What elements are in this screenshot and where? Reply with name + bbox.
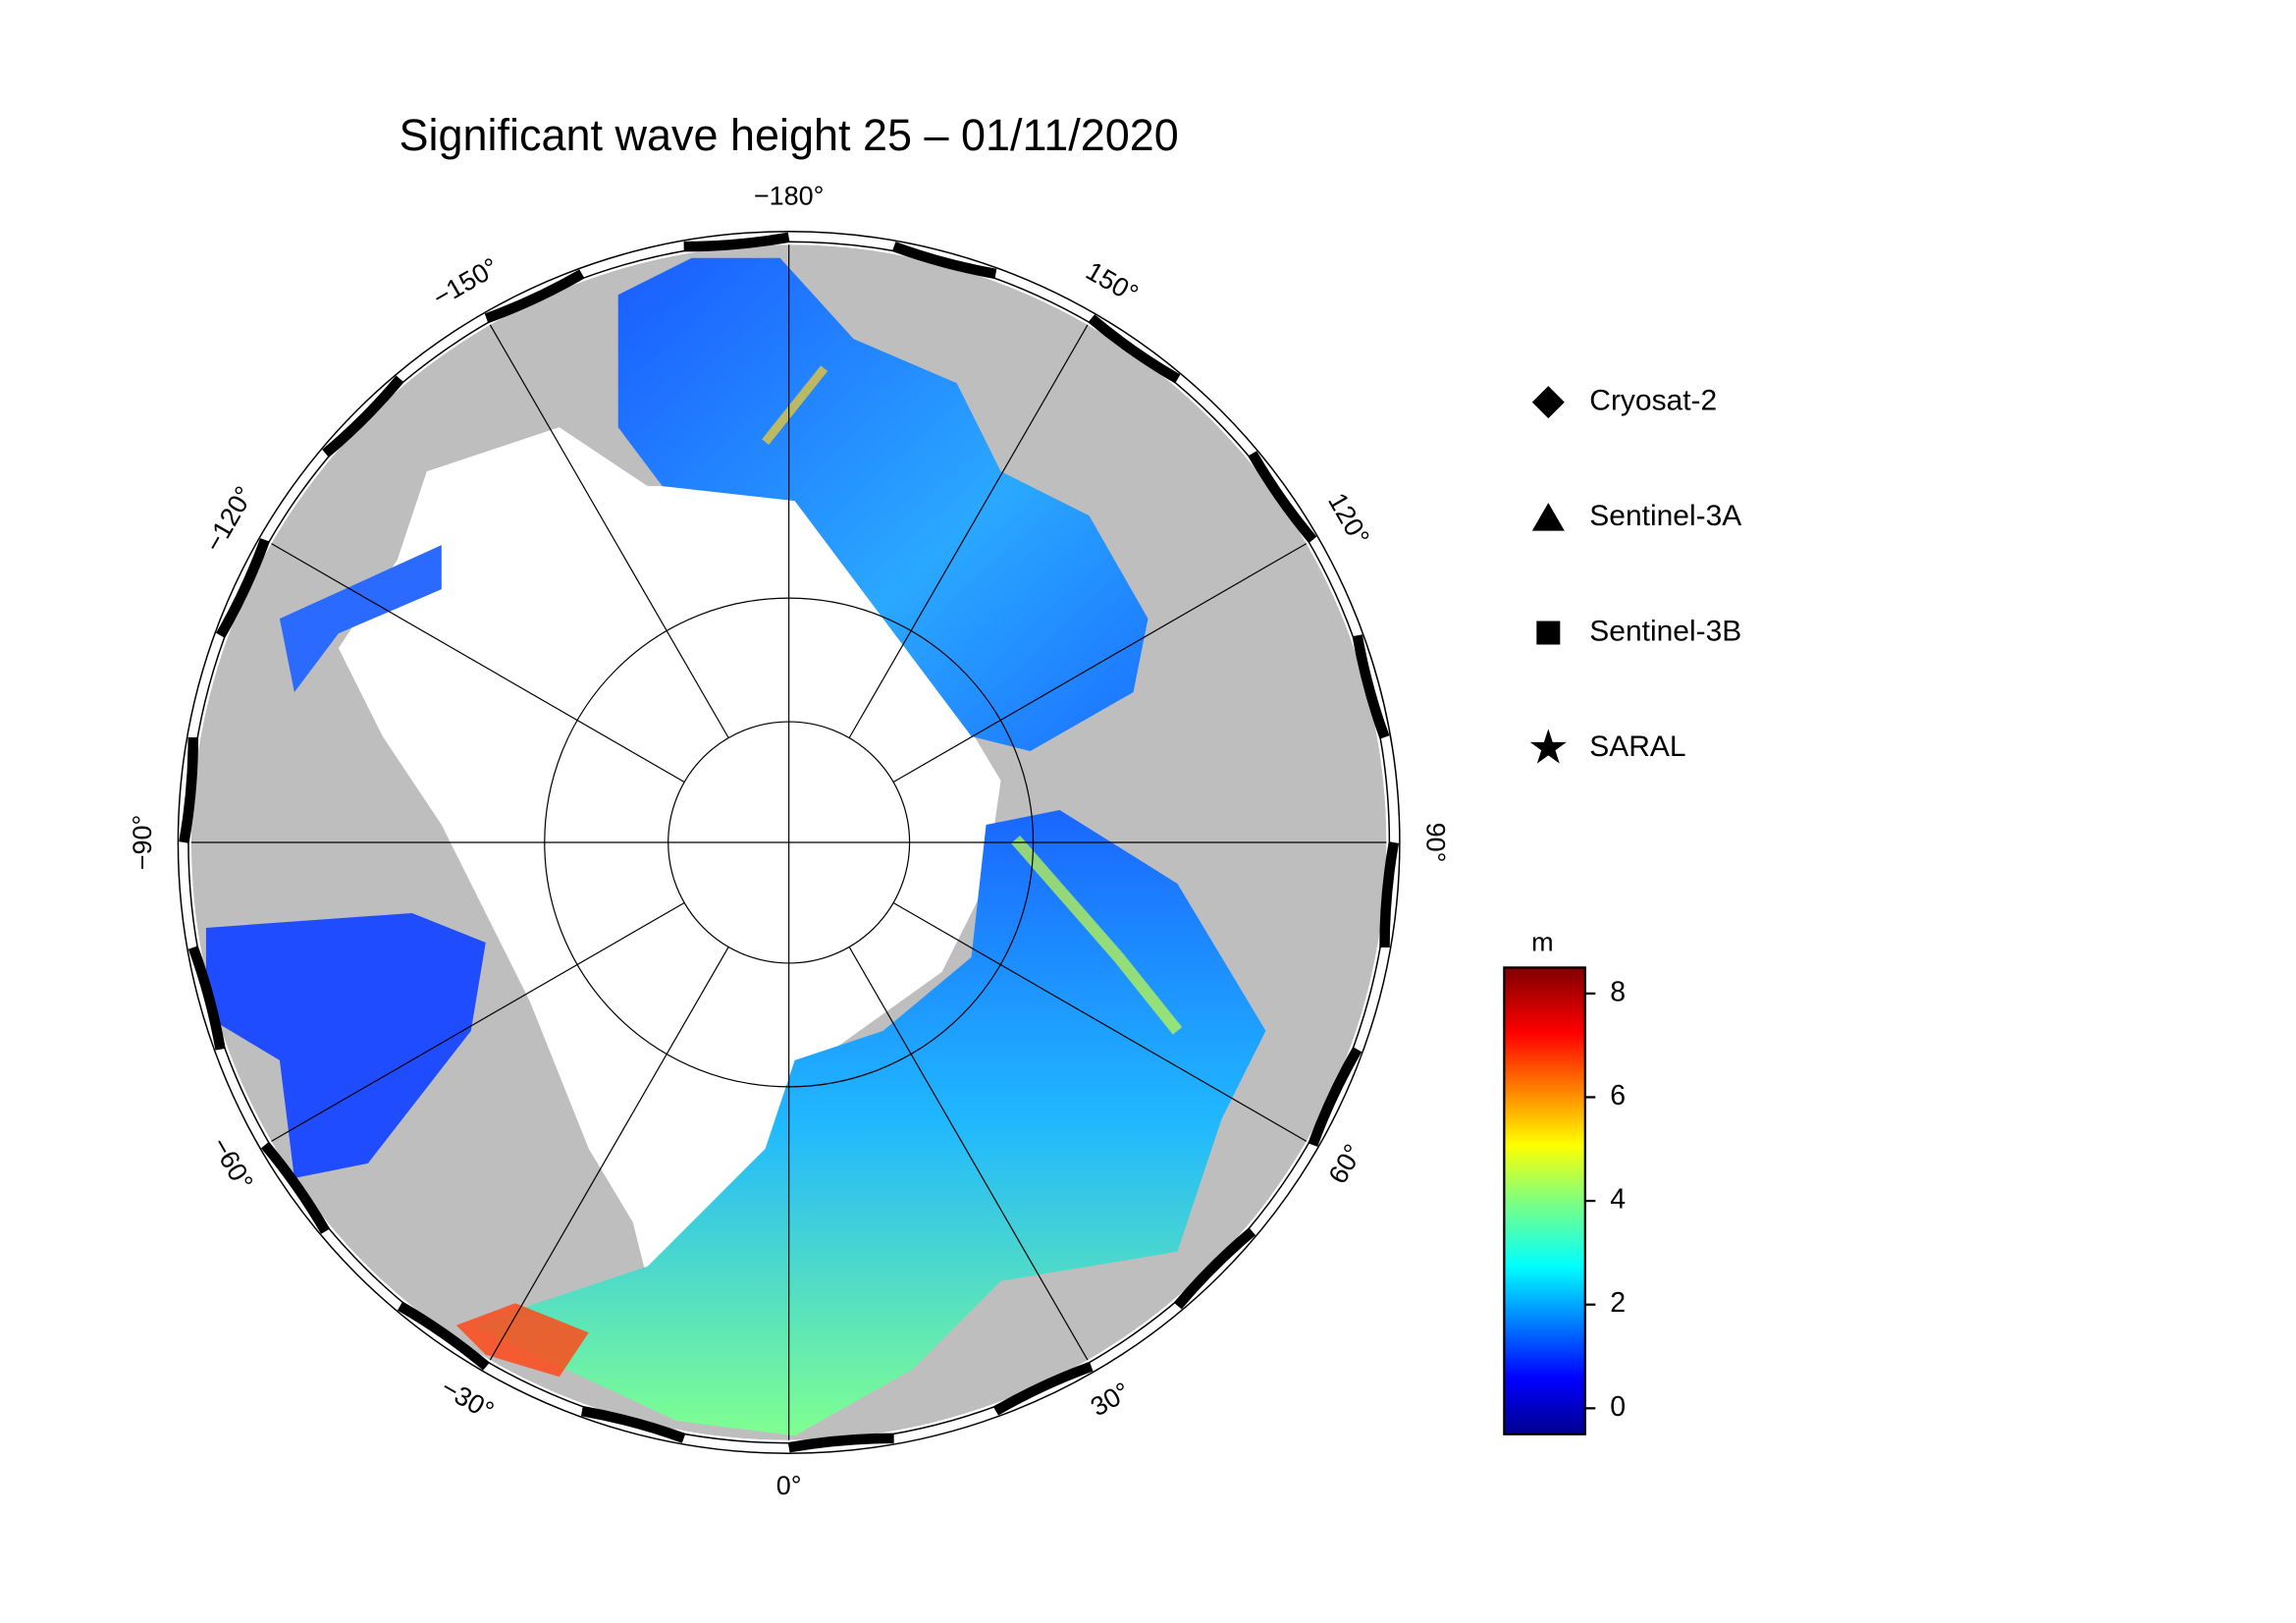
longitude-label: −60° <box>205 1132 258 1195</box>
meridian <box>268 541 685 784</box>
meridian <box>892 541 1309 784</box>
colorbar-tick-label: 6 <box>1610 1080 1626 1111</box>
frame-segment <box>891 242 997 280</box>
frame-segment <box>1308 1047 1362 1147</box>
frame-segment <box>1352 634 1390 739</box>
longitude-label: −30° <box>436 1373 499 1426</box>
meridian <box>848 947 1091 1364</box>
polar-map: −180° 150° 120° 90° 60° 30° 0° −30° −60° −90° −120… <box>128 181 1450 1499</box>
frame-segment <box>1248 451 1317 544</box>
legend-label: Sentinel-3B <box>1589 615 1741 647</box>
sea-ice <box>338 427 1001 1281</box>
frame-segment <box>216 538 270 638</box>
frame-segment <box>484 269 585 324</box>
track <box>1011 836 1183 1035</box>
longitude-label: −150° <box>428 252 504 313</box>
colorbar-label: m <box>1531 928 1553 957</box>
colorbar-tick-label: 2 <box>1610 1287 1626 1319</box>
longitude-label: −120° <box>198 481 259 557</box>
colorbar-tick-label: 0 <box>1610 1391 1626 1423</box>
legend-marker <box>1531 503 1565 531</box>
longitude-label: 120° <box>1322 488 1375 550</box>
frame-segment <box>1379 841 1400 947</box>
legend-label: SARAL <box>1589 730 1685 763</box>
track <box>762 365 828 445</box>
colorbar-tick-label: 4 <box>1610 1184 1626 1216</box>
ocean-swath <box>279 545 442 693</box>
longitude-label: −90° <box>128 815 157 871</box>
meridian <box>488 947 729 1364</box>
frame-segment <box>187 946 226 1051</box>
legend: Cryosat-2 Sentinel-3A Sentinel-3B SARAL <box>1529 385 1741 764</box>
colorbar-ramp <box>1503 966 1586 1435</box>
ocean-swath <box>617 257 1148 752</box>
frame-segment <box>787 1433 894 1453</box>
longitude-label: 90° <box>1420 823 1450 863</box>
frame-segment <box>179 736 199 843</box>
meridian <box>848 321 1091 738</box>
frame-segment <box>322 375 404 458</box>
legend-marker <box>1536 621 1561 645</box>
meridian <box>892 901 1309 1144</box>
longitude-label: −180° <box>754 181 825 210</box>
frame-segment <box>992 1361 1094 1416</box>
legend-label: Sentinel-3A <box>1589 500 1741 532</box>
colorbar: m 0 2 4 6 8 <box>1503 928 1626 1435</box>
ocean-swath <box>470 810 1266 1436</box>
longitude-label: 60° <box>1323 1139 1368 1188</box>
longitude-label: 0° <box>776 1471 802 1500</box>
frame-segment <box>1173 1227 1256 1310</box>
frame-segment <box>580 1405 686 1443</box>
frame-segment <box>683 232 790 252</box>
ocean-swath <box>205 912 486 1178</box>
ocean-swath <box>455 1303 589 1378</box>
legend-label: Cryosat-2 <box>1589 385 1717 417</box>
colorbar-tick-label: 8 <box>1610 976 1626 1007</box>
map-title: Significant wave height 25 – 01/11/2020 <box>400 110 1179 160</box>
meridian <box>488 321 729 738</box>
longitude-label: 30° <box>1086 1377 1135 1422</box>
frame-segment <box>397 1301 490 1371</box>
frame-outer <box>177 231 1401 1454</box>
meridian <box>268 901 685 1144</box>
frame-segment <box>1088 314 1181 384</box>
longitude-label: 150° <box>1081 256 1143 309</box>
legend-marker <box>1531 386 1565 419</box>
legend-marker <box>1529 729 1567 764</box>
frame-segment <box>260 1141 331 1234</box>
